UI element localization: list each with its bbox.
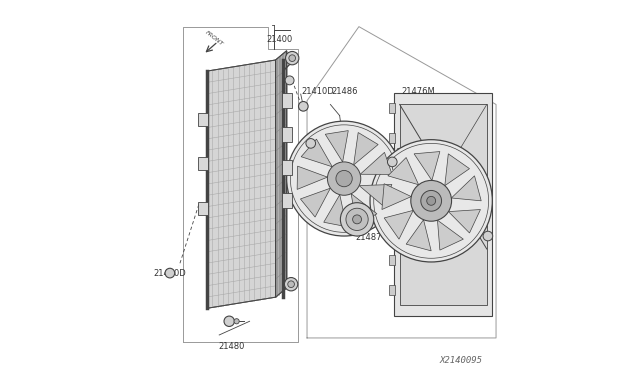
Polygon shape: [449, 209, 481, 233]
FancyBboxPatch shape: [389, 226, 396, 235]
Text: 21476M: 21476M: [401, 87, 435, 96]
Circle shape: [387, 157, 397, 167]
Text: X2140095: X2140095: [439, 356, 483, 365]
Polygon shape: [388, 157, 419, 185]
Circle shape: [411, 180, 452, 221]
Circle shape: [353, 215, 362, 224]
Polygon shape: [207, 60, 276, 308]
FancyBboxPatch shape: [282, 160, 292, 175]
Circle shape: [336, 170, 352, 187]
Circle shape: [288, 281, 294, 288]
FancyBboxPatch shape: [389, 133, 396, 142]
Circle shape: [285, 51, 299, 65]
Polygon shape: [325, 131, 348, 162]
FancyBboxPatch shape: [198, 157, 208, 170]
Circle shape: [306, 138, 316, 148]
FancyBboxPatch shape: [389, 103, 396, 113]
Circle shape: [427, 196, 436, 205]
Polygon shape: [360, 153, 392, 174]
Text: FRONT: FRONT: [204, 30, 225, 47]
FancyBboxPatch shape: [198, 202, 208, 215]
Circle shape: [234, 319, 239, 324]
Text: 21410D: 21410D: [301, 87, 334, 96]
Polygon shape: [354, 132, 378, 165]
Circle shape: [224, 316, 234, 327]
Polygon shape: [384, 211, 413, 239]
FancyBboxPatch shape: [389, 285, 396, 295]
Polygon shape: [297, 166, 328, 189]
Circle shape: [287, 121, 401, 236]
Text: 21410A: 21410A: [452, 222, 484, 231]
Circle shape: [346, 208, 368, 231]
Polygon shape: [445, 154, 470, 186]
Circle shape: [370, 140, 492, 262]
Polygon shape: [324, 195, 347, 227]
Text: 21410D: 21410D: [376, 148, 408, 157]
FancyBboxPatch shape: [389, 163, 396, 172]
Polygon shape: [394, 93, 492, 316]
Text: 21486: 21486: [331, 87, 358, 96]
FancyBboxPatch shape: [282, 127, 292, 141]
Text: 21410B: 21410B: [306, 133, 338, 142]
Polygon shape: [382, 184, 412, 209]
Polygon shape: [276, 51, 287, 297]
FancyBboxPatch shape: [198, 113, 208, 126]
Circle shape: [483, 231, 493, 241]
Circle shape: [289, 55, 296, 61]
Text: 21400: 21400: [266, 35, 292, 44]
Circle shape: [165, 268, 175, 278]
Polygon shape: [359, 185, 392, 206]
Circle shape: [328, 162, 361, 195]
Circle shape: [298, 102, 308, 111]
Circle shape: [285, 76, 294, 85]
FancyBboxPatch shape: [282, 93, 292, 108]
FancyBboxPatch shape: [389, 255, 396, 265]
Polygon shape: [406, 220, 431, 251]
Polygon shape: [300, 188, 330, 217]
Polygon shape: [438, 220, 463, 250]
Polygon shape: [351, 194, 377, 225]
FancyBboxPatch shape: [282, 193, 292, 208]
Circle shape: [421, 190, 442, 211]
Polygon shape: [451, 176, 481, 201]
Polygon shape: [400, 105, 487, 305]
Text: 21480: 21480: [218, 341, 244, 350]
Polygon shape: [301, 139, 332, 167]
Circle shape: [284, 278, 298, 291]
Text: 21410D: 21410D: [153, 269, 186, 278]
Circle shape: [340, 203, 374, 236]
Text: 21487: 21487: [355, 233, 381, 243]
Polygon shape: [414, 151, 440, 180]
